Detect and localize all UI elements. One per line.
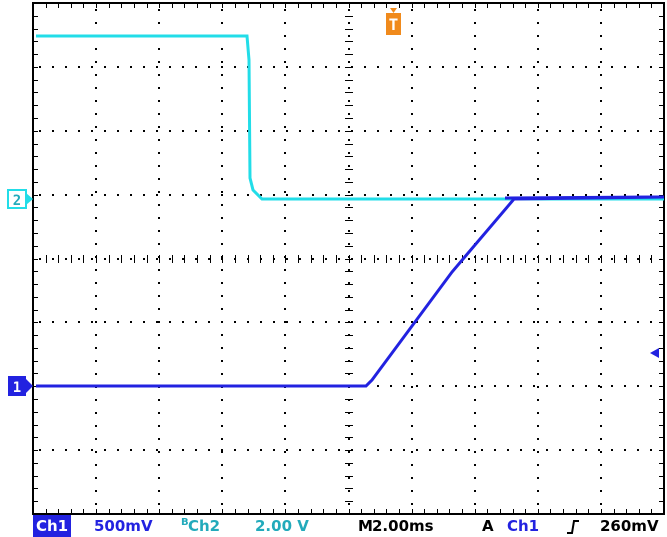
ch1-trace	[36, 195, 665, 388]
timebase-label: M	[358, 517, 373, 535]
trigger-mode: A	[482, 517, 494, 535]
svg-text:2: 2	[13, 193, 21, 209]
svg-text:1: 1	[13, 380, 21, 396]
ch2-scale: 2.00 V	[255, 517, 309, 535]
trigger-level: 260mV	[600, 517, 659, 535]
timebase-value: 2.00ms	[372, 517, 434, 535]
ch2-trace	[36, 34, 664, 201]
trigger-source: Ch1	[507, 517, 540, 535]
trigger-level-marker	[650, 348, 659, 358]
ch1-ground-marker: 1	[8, 376, 33, 396]
ch2-label: Ch2	[188, 515, 221, 537]
trigger-slope-icon	[566, 515, 580, 537]
ch1-scale: 500mV	[94, 517, 153, 535]
ch1-label: Ch1	[33, 515, 71, 537]
ch2-bandwidth-icon: B	[181, 517, 189, 528]
ch2-ground-marker: 2	[7, 189, 33, 209]
svg-text:T: T	[389, 15, 399, 34]
trigger-position-marker: T	[386, 8, 401, 35]
graticule-grid	[33, 3, 665, 515]
